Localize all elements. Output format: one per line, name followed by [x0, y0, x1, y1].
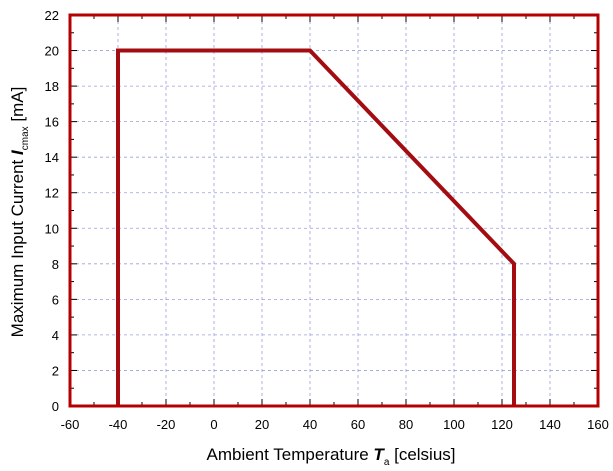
y-tick-label: 4 [52, 328, 59, 343]
y-tick-label: 8 [52, 257, 59, 272]
y-tick-labels: 0 2 4 6 8 10 12 14 16 18 20 22 [45, 8, 59, 414]
x-tick-label: 140 [539, 417, 561, 432]
x-tick-label: 160 [587, 417, 609, 432]
y-tick-label: 0 [52, 399, 59, 414]
x-tick-label: 0 [210, 417, 217, 432]
x-tick-label: 60 [351, 417, 365, 432]
x-axis-title: Ambient Temperature Ta [celsius] [206, 445, 455, 468]
y-axis-title: Maximum Input Current Icmax [mA] [8, 87, 31, 338]
x-axis-title-prefix: Ambient Temperature [206, 445, 373, 464]
y-axis-title-prefix: Maximum Input Current [8, 155, 27, 337]
x-axis-title-symbol: T [373, 445, 385, 464]
y-tick-label: 6 [52, 292, 59, 307]
grid [70, 15, 598, 406]
y-tick-label: 2 [52, 363, 59, 378]
y-axis-title-suffix: [mA] [8, 87, 27, 127]
series [116, 48, 516, 406]
y-tick-label: 18 [45, 79, 59, 94]
x-tick-label: 120 [491, 417, 513, 432]
y-tick-label: 10 [45, 221, 59, 236]
x-tick-label: -40 [109, 417, 128, 432]
x-tick-label: -60 [61, 417, 80, 432]
x-tick-label: 100 [443, 417, 465, 432]
plot-frame [68, 13, 600, 408]
x-tick-label: -20 [157, 417, 176, 432]
y-tick-label: 16 [45, 115, 59, 130]
y-axis-title-subscript: cmax [20, 126, 31, 150]
y-axis-title-symbol: I [8, 149, 27, 155]
x-tick-label: 80 [399, 417, 413, 432]
y-tick-label: 20 [45, 44, 59, 59]
x-axis-title-suffix: [celsius] [389, 445, 455, 464]
series-line-0 [116, 48, 516, 406]
y-tick-label: 14 [45, 150, 59, 165]
x-tick-labels: -60 -40 -20 0 20 40 60 80 100 120 140 160 [61, 417, 609, 432]
x-tick-label: 20 [255, 417, 269, 432]
x-axis-title-subscript: a [384, 457, 390, 468]
y-tick-label: 12 [45, 186, 59, 201]
x-tick-label: 40 [303, 417, 317, 432]
y-tick-label: 22 [45, 8, 59, 23]
